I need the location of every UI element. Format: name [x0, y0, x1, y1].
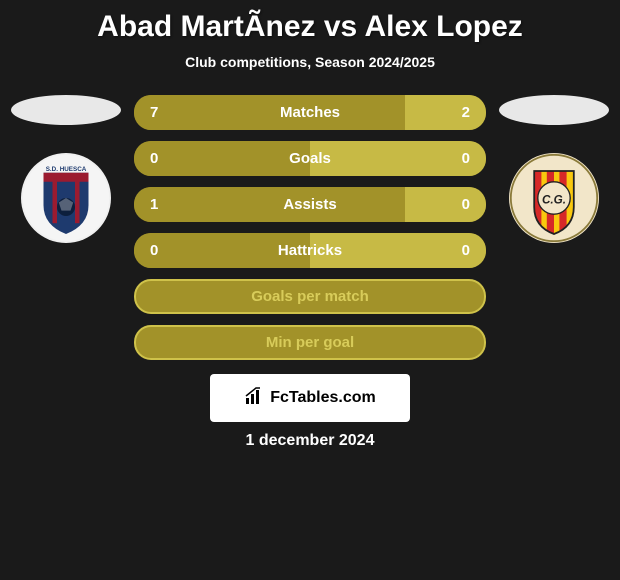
stat-label: Assists — [134, 196, 486, 213]
stat-right-value: 0 — [462, 150, 470, 167]
brand-text: FcTables.com — [270, 389, 376, 407]
stat-row-goals-per-match: Goals per match — [134, 279, 486, 314]
fctables-brand[interactable]: FcTables.com — [210, 374, 410, 422]
stat-right-value: 0 — [462, 242, 470, 259]
svg-text:S.D. HUESCA: S.D. HUESCA — [46, 166, 87, 173]
stat-row-hattricks: 0 Hattricks 0 — [134, 233, 486, 268]
stat-row-matches: 7 Matches 2 — [134, 95, 486, 130]
page-title: Abad MartÃnez vs Alex Lopez — [0, 10, 620, 44]
svg-text:C.G.: C.G. — [542, 193, 566, 206]
date-text: 1 december 2024 — [0, 432, 620, 450]
stat-row-assists: 1 Assists 0 — [134, 187, 486, 222]
chart-icon — [244, 386, 264, 411]
stat-right-value: 0 — [462, 196, 470, 213]
stat-left-value: 0 — [150, 150, 158, 167]
crest-left-svg: S.D. HUESCA — [21, 153, 111, 243]
stat-right-value: 2 — [462, 104, 470, 121]
stat-left-value: 0 — [150, 242, 158, 259]
stat-label: Goals — [134, 150, 486, 167]
stat-label: Matches — [134, 104, 486, 121]
crest-right-svg: C.G. — [509, 153, 599, 243]
stat-left-value: 1 — [150, 196, 158, 213]
stat-full-label: Goals per match — [251, 288, 369, 305]
crest-right[interactable]: C.G. — [509, 153, 599, 243]
stat-full-label: Min per goal — [266, 334, 354, 351]
page-subtitle: Club competitions, Season 2024/2025 — [0, 54, 620, 70]
stat-row-min-per-goal: Min per goal — [134, 325, 486, 360]
stat-row-goals: 0 Goals 0 — [134, 141, 486, 176]
stat-label: Hattricks — [134, 242, 486, 259]
crest-left[interactable]: S.D. HUESCA — [21, 153, 111, 243]
player-left-ellipse — [11, 95, 121, 125]
player-right-ellipse — [499, 95, 609, 125]
stat-left-value: 7 — [150, 104, 158, 121]
